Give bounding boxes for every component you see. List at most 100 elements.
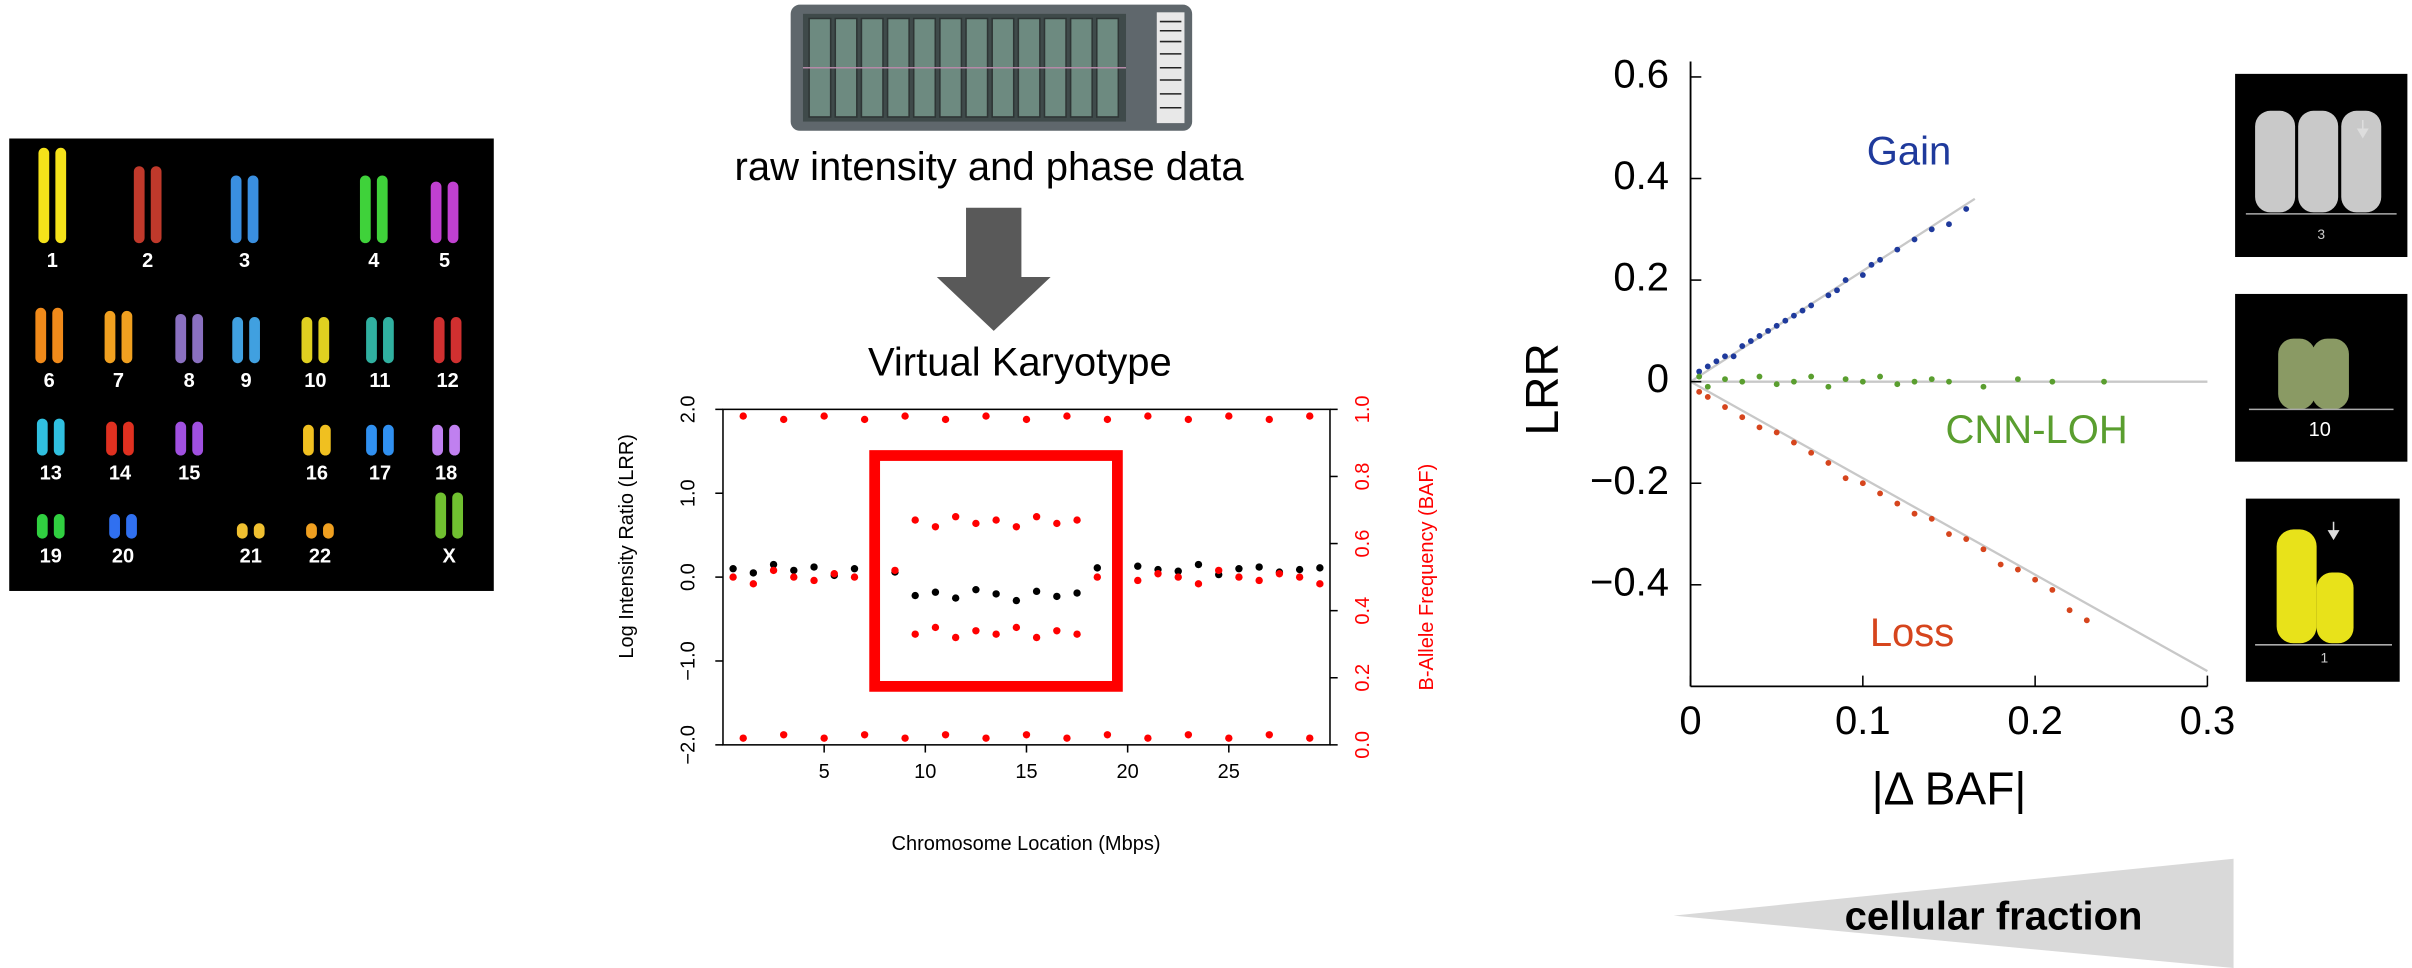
chromosome bbox=[192, 421, 204, 456]
chromosome bbox=[253, 523, 265, 539]
data-point bbox=[1877, 490, 1883, 497]
data-point bbox=[982, 412, 990, 420]
y2-tick-label: 0.2 bbox=[1352, 664, 1374, 692]
x-axis-label: Chromosome Location (Mbps) bbox=[892, 833, 1161, 855]
chromosome bbox=[359, 175, 371, 244]
chromosome bbox=[433, 317, 445, 364]
data-point bbox=[1012, 596, 1021, 605]
chromosome bbox=[104, 310, 116, 364]
chromosome bbox=[126, 514, 137, 539]
data-point bbox=[1063, 412, 1071, 420]
chromosome-label: 11 bbox=[369, 370, 390, 392]
data-point bbox=[1073, 516, 1081, 524]
data-point bbox=[1295, 565, 1304, 574]
chromosome bbox=[430, 181, 442, 244]
data-point bbox=[1773, 381, 1780, 388]
data-point bbox=[739, 412, 747, 420]
data-point bbox=[779, 731, 788, 739]
data-point bbox=[1946, 531, 1952, 537]
data-point bbox=[830, 570, 838, 578]
data-point bbox=[1963, 536, 1970, 543]
x-tick-label: 0.1 bbox=[1835, 699, 1891, 743]
data-point bbox=[941, 731, 950, 739]
data-point bbox=[951, 633, 960, 642]
data-point bbox=[729, 565, 737, 573]
data-point bbox=[1194, 580, 1203, 588]
x-axis-label: |Δ BAF| bbox=[1872, 763, 2027, 815]
down-arrow bbox=[936, 207, 1051, 331]
chromosome-label: 7 bbox=[113, 370, 124, 392]
data-point bbox=[901, 412, 909, 420]
y2-tick-label: 0.4 bbox=[1352, 597, 1374, 625]
data-point bbox=[749, 580, 758, 588]
data-point bbox=[1868, 261, 1875, 268]
chromosome bbox=[303, 424, 314, 456]
chromosome-label: 12 bbox=[437, 370, 459, 392]
data-point bbox=[1730, 353, 1737, 360]
data-point bbox=[1093, 573, 1101, 581]
data-point bbox=[1704, 393, 1711, 400]
chromosome bbox=[192, 313, 204, 364]
data-point bbox=[1799, 307, 1806, 314]
x-tick-label: 0.2 bbox=[2007, 699, 2063, 743]
chromosome bbox=[35, 307, 47, 364]
data-point bbox=[2032, 576, 2039, 583]
thumbnail-label: 10 bbox=[2309, 419, 2331, 441]
data-point bbox=[1022, 415, 1031, 424]
data-point bbox=[1696, 368, 1703, 375]
data-point bbox=[1747, 338, 1754, 344]
data-point bbox=[1235, 573, 1243, 581]
data-point bbox=[982, 734, 990, 742]
data-point bbox=[1103, 731, 1112, 739]
chromosome bbox=[318, 317, 330, 364]
y-tick-label: 0.4 bbox=[1613, 154, 1669, 198]
data-point bbox=[1184, 415, 1193, 424]
thumbnail bbox=[2235, 73, 2408, 258]
chromosome bbox=[323, 523, 334, 539]
fraction-wedge bbox=[1673, 858, 2234, 968]
y-axis-label: LRR bbox=[1516, 343, 1568, 435]
data-point bbox=[1859, 480, 1866, 487]
x-tick-label: 0 bbox=[1679, 699, 1701, 743]
x-tick-label: 15 bbox=[1015, 761, 1037, 783]
data-point bbox=[1842, 376, 1849, 383]
data-point bbox=[951, 513, 960, 521]
chromosome bbox=[52, 307, 64, 364]
chromosome bbox=[175, 313, 187, 364]
y-tick-label: 0.0 bbox=[677, 563, 699, 591]
chromosome-label: 18 bbox=[435, 462, 457, 484]
data-point bbox=[1894, 500, 1901, 507]
data-point bbox=[1134, 562, 1142, 570]
data-point bbox=[1791, 378, 1797, 385]
data-point bbox=[1911, 236, 1918, 243]
data-point bbox=[1184, 731, 1193, 739]
data-point bbox=[769, 560, 778, 569]
trend-line bbox=[1689, 197, 1976, 383]
highlight-box bbox=[869, 450, 1123, 692]
data-point bbox=[769, 566, 778, 575]
chromosome-label: 9 bbox=[241, 370, 252, 392]
data-point bbox=[1032, 633, 1041, 642]
data-point bbox=[1765, 327, 1772, 334]
chromosome-label: 19 bbox=[40, 545, 62, 567]
chromosome bbox=[452, 492, 464, 539]
data-point bbox=[1063, 734, 1071, 742]
data-point bbox=[911, 516, 919, 524]
data-point bbox=[2014, 566, 2021, 573]
data-point bbox=[972, 585, 980, 594]
y2-tick-label: 1.0 bbox=[1352, 395, 1374, 423]
data-point bbox=[1877, 256, 1883, 263]
y-tick-label: −0.4 bbox=[1590, 560, 1669, 604]
chromosome bbox=[109, 514, 120, 539]
data-point bbox=[1773, 429, 1780, 436]
chromosome-label: X bbox=[443, 545, 457, 567]
chromosome bbox=[106, 421, 117, 456]
series-label: Loss bbox=[1870, 611, 1954, 655]
chromosome bbox=[432, 424, 444, 456]
chromosome bbox=[236, 523, 248, 539]
data-point bbox=[911, 630, 919, 638]
chromosome bbox=[450, 317, 462, 364]
thumbnail-label: 3 bbox=[2317, 226, 2325, 242]
chromosome bbox=[301, 317, 313, 364]
data-point bbox=[1713, 358, 1720, 365]
